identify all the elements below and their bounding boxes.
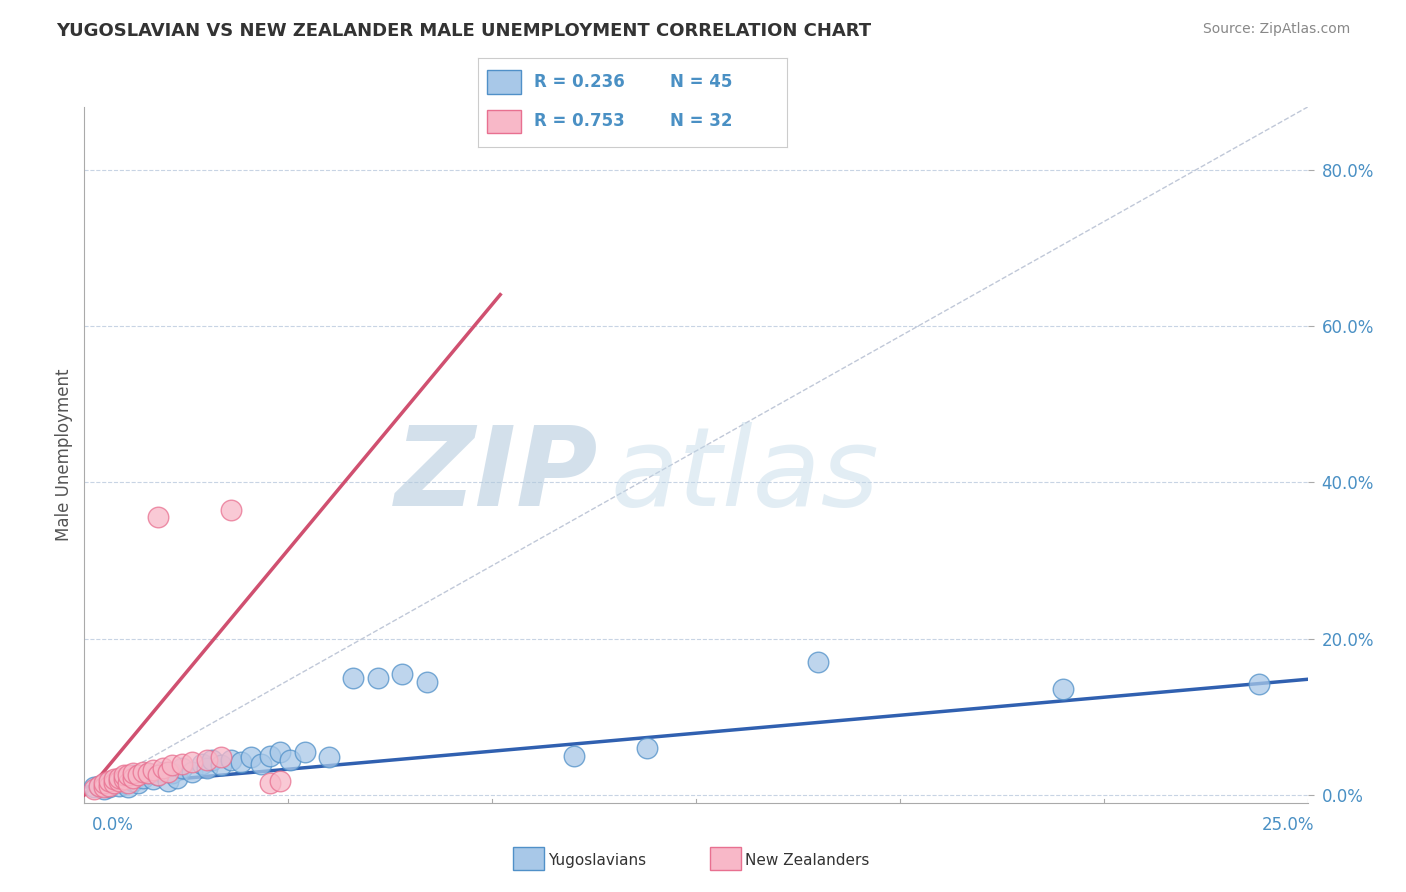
Point: [181, 755, 204, 769]
Point: [83, 781, 105, 796]
Point: [93, 781, 115, 796]
Point: [87, 779, 110, 793]
Point: [103, 773, 125, 788]
Point: [103, 776, 125, 790]
Point: [391, 666, 413, 681]
Point: [146, 510, 169, 524]
Point: [195, 753, 218, 767]
Point: [132, 764, 155, 779]
Text: ZIP: ZIP: [395, 422, 598, 529]
Point: [229, 755, 252, 769]
Point: [97, 780, 120, 794]
FancyBboxPatch shape: [488, 70, 522, 94]
Point: [146, 768, 169, 782]
Point: [166, 771, 188, 785]
Point: [87, 779, 110, 793]
Point: [191, 756, 214, 771]
Point: [269, 745, 291, 759]
Point: [259, 776, 281, 790]
Text: N = 32: N = 32: [669, 112, 733, 130]
Point: [807, 655, 830, 669]
Point: [122, 771, 145, 785]
Point: [562, 748, 585, 763]
Text: R = 0.236: R = 0.236: [534, 73, 624, 91]
Text: New Zealanders: New Zealanders: [745, 854, 869, 868]
Point: [152, 764, 174, 779]
Point: [117, 776, 139, 790]
Point: [181, 764, 204, 779]
Point: [200, 753, 222, 767]
Point: [136, 766, 159, 780]
Point: [259, 748, 281, 763]
Point: [97, 776, 120, 790]
Point: [83, 780, 105, 794]
Point: [219, 502, 242, 516]
Point: [122, 773, 145, 788]
Text: atlas: atlas: [610, 422, 879, 529]
Point: [209, 750, 232, 764]
Point: [127, 768, 149, 782]
Point: [117, 768, 139, 782]
Point: [127, 776, 149, 790]
Point: [278, 753, 301, 767]
Point: [117, 780, 139, 794]
Point: [97, 773, 120, 788]
Point: [142, 763, 165, 777]
Point: [294, 745, 316, 759]
Point: [107, 779, 129, 793]
Point: [142, 772, 165, 787]
Point: [162, 758, 184, 772]
Point: [1052, 682, 1074, 697]
Point: [112, 772, 135, 787]
Point: [103, 772, 125, 787]
Text: 0.0%: 0.0%: [91, 816, 134, 834]
Point: [156, 773, 179, 788]
Point: [112, 772, 135, 787]
Y-axis label: Male Unemployment: Male Unemployment: [55, 368, 73, 541]
Point: [172, 756, 194, 771]
Point: [318, 750, 340, 764]
Text: 25.0%: 25.0%: [1263, 816, 1315, 834]
Point: [195, 761, 218, 775]
Point: [122, 768, 145, 782]
Point: [239, 750, 262, 764]
Point: [97, 779, 120, 793]
Text: Source: ZipAtlas.com: Source: ZipAtlas.com: [1202, 22, 1350, 37]
Point: [112, 768, 135, 782]
Point: [219, 753, 242, 767]
Point: [209, 758, 232, 772]
Point: [1247, 677, 1270, 691]
Point: [146, 768, 169, 782]
Point: [162, 766, 184, 780]
Text: Yugoslavians: Yugoslavians: [548, 854, 647, 868]
Point: [636, 741, 658, 756]
Point: [112, 776, 135, 790]
FancyBboxPatch shape: [488, 110, 522, 133]
Point: [152, 761, 174, 775]
Point: [367, 671, 389, 685]
Point: [156, 764, 179, 779]
Point: [172, 761, 194, 775]
Point: [107, 771, 129, 785]
Text: YUGOSLAVIAN VS NEW ZEALANDER MALE UNEMPLOYMENT CORRELATION CHART: YUGOSLAVIAN VS NEW ZEALANDER MALE UNEMPL…: [56, 22, 872, 40]
Point: [132, 771, 155, 785]
Point: [416, 674, 439, 689]
Text: N = 45: N = 45: [669, 73, 733, 91]
Point: [249, 756, 271, 771]
Point: [342, 671, 364, 685]
Point: [269, 773, 291, 788]
Point: [122, 766, 145, 780]
Text: R = 0.753: R = 0.753: [534, 112, 624, 130]
Point: [93, 780, 115, 794]
Point: [107, 773, 129, 788]
Point: [136, 766, 159, 780]
Point: [93, 776, 115, 790]
